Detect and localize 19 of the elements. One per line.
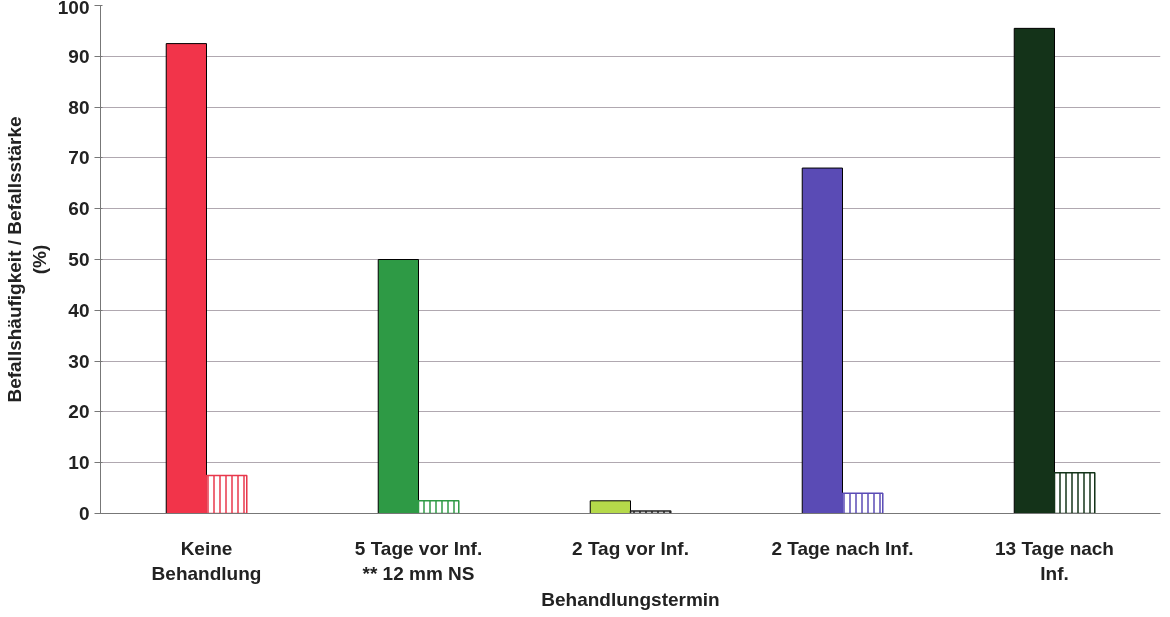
y-tick-label: 20 bbox=[68, 401, 90, 423]
x-tick-label: 13 Tage nach Inf. bbox=[995, 537, 1114, 584]
y-tick-label: 70 bbox=[68, 147, 90, 169]
y-tick-label: 10 bbox=[68, 452, 90, 474]
y-tick-label: 90 bbox=[68, 45, 90, 67]
y-axis-title: Befallshäufigkeit / Befallsstärke (%) bbox=[3, 116, 50, 403]
y-tick-label: 100 bbox=[57, 0, 90, 18]
bar bbox=[589, 500, 631, 514]
y-tick-label: 0 bbox=[78, 503, 90, 524]
y-tick-label: 30 bbox=[68, 350, 90, 372]
x-tick-label: Keine Behandlung bbox=[151, 537, 262, 584]
y-tick-label: 80 bbox=[68, 96, 90, 118]
y-tick-label: 40 bbox=[68, 299, 90, 321]
y-tick-label: 60 bbox=[68, 198, 90, 220]
x-tick-label: 2 Tage nach Inf. bbox=[771, 537, 914, 559]
x-tick-label: 2 Tag vor Inf. bbox=[572, 537, 689, 559]
x-axis-title: Behandlungstermin bbox=[541, 588, 720, 610]
y-tick-label: 50 bbox=[68, 249, 90, 270]
x-tick-label: 5 Tage vor Inf. ** 12 mm NS bbox=[354, 537, 483, 584]
